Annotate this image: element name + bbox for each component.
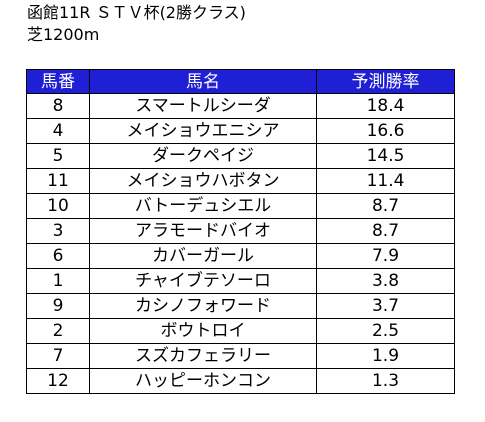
horse-name-cell: メイショウハボタン [89, 168, 317, 194]
horse-name-cell: チャイブテソーロ [89, 268, 317, 294]
win-rate-cell: 8.7 [316, 193, 455, 219]
horse-number-cell: 1 [26, 268, 90, 294]
column-header-horse-name: 馬名 [89, 69, 317, 94]
horse-name-cell: スマートルシーダ [89, 93, 317, 119]
table-row: 4 メイショウエニシア 16.6 [26, 118, 455, 144]
win-rate-cell: 18.4 [316, 93, 455, 119]
horse-number-cell: 2 [26, 318, 90, 344]
table-row: 11 メイショウハボタン 11.4 [26, 168, 455, 194]
table-row: 9 カシノフォワード 3.7 [26, 293, 455, 319]
race-title: 函館11R ＳＴＶ杯(2勝クラス) [27, 3, 246, 22]
horse-name-cell: メイショウエニシア [89, 118, 317, 144]
horse-number-cell: 3 [26, 218, 90, 244]
horse-number-cell: 10 [26, 193, 90, 219]
table-row: 10 バトーデュシエル 8.7 [26, 193, 455, 219]
table-header-row: 馬番 馬名 予測勝率 [26, 69, 455, 94]
horse-number-cell: 12 [26, 368, 90, 394]
horse-number-cell: 5 [26, 143, 90, 169]
course-info: 芝1200m [27, 25, 100, 44]
horse-number-cell: 4 [26, 118, 90, 144]
horse-number-cell: 7 [26, 343, 90, 369]
table-row: 5 ダークペイジ 14.5 [26, 143, 455, 169]
table-row: 3 アラモードバイオ 8.7 [26, 218, 455, 244]
table-row: 2 ボウトロイ 2.5 [26, 318, 455, 344]
win-rate-cell: 7.9 [316, 243, 455, 269]
table-row: 1 チャイブテソーロ 3.8 [26, 268, 455, 294]
table-row: 6 カバーガール 7.9 [26, 243, 455, 269]
horse-name-cell: バトーデュシエル [89, 193, 317, 219]
win-rate-table: 馬番 馬名 予測勝率 8 スマートルシーダ 18.4 4 メイショウエニシア 1… [26, 69, 455, 394]
horse-number-cell: 11 [26, 168, 90, 194]
horse-name-cell: カシノフォワード [89, 293, 317, 319]
horse-name-cell: アラモードバイオ [89, 218, 317, 244]
table-row: 7 スズカフェラリー 1.9 [26, 343, 455, 369]
horse-name-cell: ハッピーホンコン [89, 368, 317, 394]
horse-number-cell: 6 [26, 243, 90, 269]
win-rate-cell: 14.5 [316, 143, 455, 169]
table-row: 8 スマートルシーダ 18.4 [26, 93, 455, 119]
win-rate-cell: 2.5 [316, 318, 455, 344]
win-rate-cell: 3.8 [316, 268, 455, 294]
horse-number-cell: 8 [26, 93, 90, 119]
win-rate-cell: 3.7 [316, 293, 455, 319]
win-rate-cell: 11.4 [316, 168, 455, 194]
table-row: 12 ハッピーホンコン 1.3 [26, 368, 455, 394]
horse-name-cell: ボウトロイ [89, 318, 317, 344]
win-rate-cell: 8.7 [316, 218, 455, 244]
win-rate-cell: 1.3 [316, 368, 455, 394]
horse-name-cell: ダークペイジ [89, 143, 317, 169]
horse-name-cell: カバーガール [89, 243, 317, 269]
horse-name-cell: スズカフェラリー [89, 343, 317, 369]
column-header-horse-number: 馬番 [26, 69, 90, 94]
win-rate-cell: 1.9 [316, 343, 455, 369]
column-header-predicted-win-rate: 予測勝率 [316, 69, 455, 94]
horse-number-cell: 9 [26, 293, 90, 319]
win-rate-cell: 16.6 [316, 118, 455, 144]
